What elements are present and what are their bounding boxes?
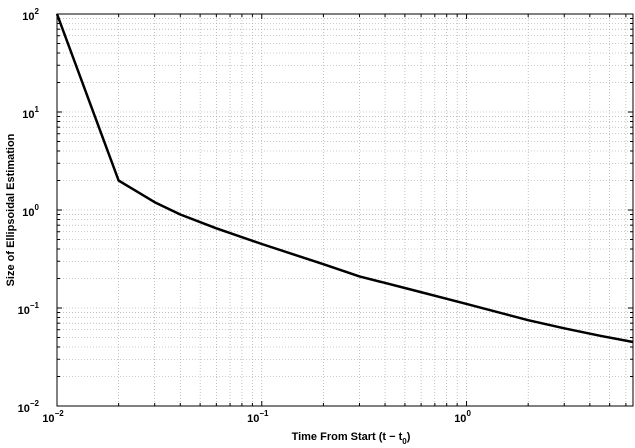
x-tick-label: 10−2 xyxy=(42,409,64,425)
x-tick-label: 100 xyxy=(454,409,471,425)
series-layer xyxy=(55,13,634,344)
series-line-1 xyxy=(55,13,634,344)
grid xyxy=(57,14,633,406)
x-axis-label-subscript: 0 xyxy=(402,437,407,446)
x-axis-label-main: Time From Start (t − t xyxy=(292,431,403,443)
y-tick-label: 101 xyxy=(22,105,39,121)
y-tick-label: 10−2 xyxy=(18,399,40,415)
tick-labels: 10−2 10−1 100 10−2 10−1 100 101 102 xyxy=(18,7,472,425)
x-axis-label: Time From Start (t − t0) xyxy=(292,431,411,446)
y-tick-label: 10−1 xyxy=(18,301,40,317)
y-axis-label: Size of Ellipsoidal Estimation xyxy=(5,133,17,286)
x-tick-label: 10−1 xyxy=(247,409,269,425)
y-tick-label: 100 xyxy=(22,203,39,219)
tick-marks xyxy=(57,14,633,406)
y-tick-label: 102 xyxy=(22,7,39,23)
x-axis-label-close: ) xyxy=(407,431,411,443)
